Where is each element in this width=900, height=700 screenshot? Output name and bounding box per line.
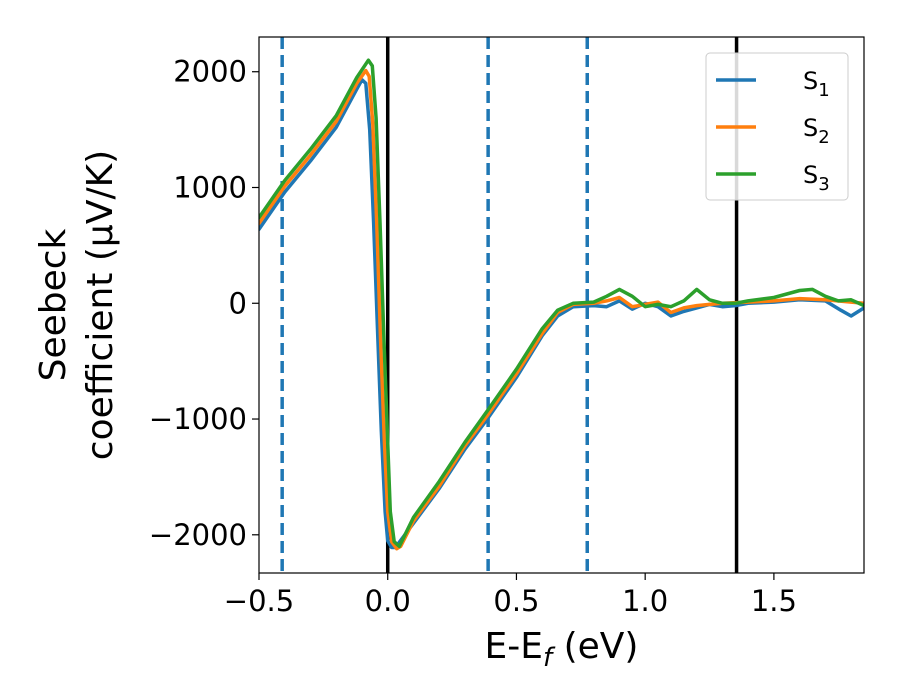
series-line-s2 bbox=[259, 68, 864, 551]
legend-label-s3: S3 bbox=[803, 161, 830, 195]
x-tick-label: 0.5 bbox=[493, 584, 539, 618]
y-tick-label: 2000 bbox=[173, 55, 247, 89]
series-line-s3 bbox=[259, 58, 864, 549]
y-axis-label-line1: Seebeck bbox=[33, 228, 74, 381]
y-tick-label: −2000 bbox=[149, 518, 247, 552]
legend-label-s1: S1 bbox=[803, 67, 830, 101]
x-tick-label: −0.5 bbox=[224, 584, 294, 618]
x-axis-ticks: −0.5 0.0 0.5 1.0 1.5 bbox=[224, 573, 797, 618]
y-axis-label-line2: coefficient (μV/K) bbox=[80, 150, 121, 460]
y-axis-label: Seebeck coefficient (μV/K) bbox=[33, 150, 121, 460]
y-tick-label: 0 bbox=[229, 286, 247, 320]
x-tick-label: 1.0 bbox=[622, 584, 668, 618]
x-axis-label: E-Ef (eV) bbox=[485, 626, 639, 673]
legend: S1 S2 S3 bbox=[705, 52, 849, 201]
y-tick-label: 1000 bbox=[173, 170, 247, 204]
series-layer bbox=[259, 58, 864, 551]
y-axis-ticks: 2000 1000 0 −1000 −2000 bbox=[149, 55, 259, 552]
legend-box bbox=[705, 52, 849, 201]
legend-label-s2: S2 bbox=[803, 114, 830, 148]
y-tick-label: −1000 bbox=[149, 402, 247, 436]
x-tick-label: 0.0 bbox=[365, 584, 411, 618]
x-tick-label: 1.5 bbox=[751, 584, 797, 618]
plot-frame bbox=[258, 36, 865, 574]
